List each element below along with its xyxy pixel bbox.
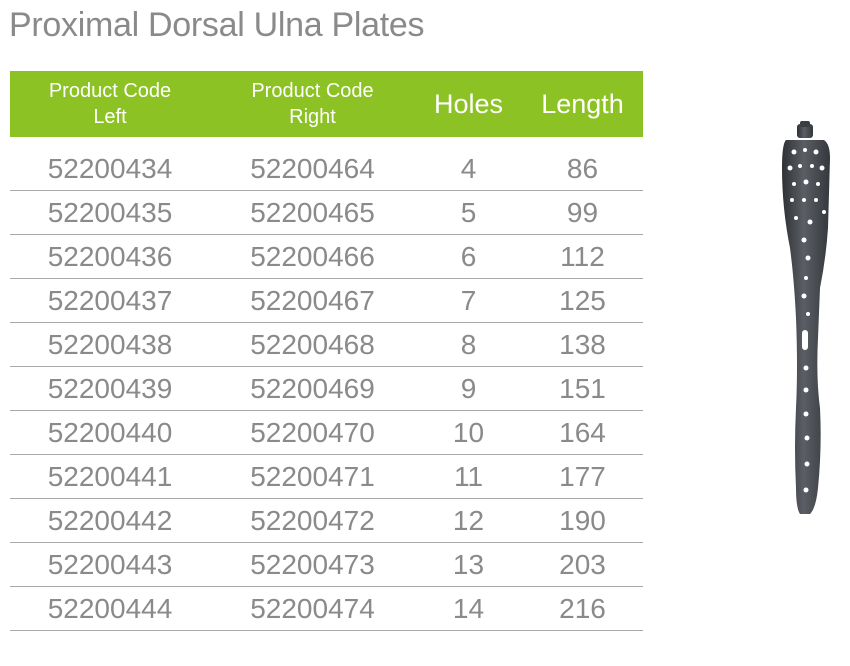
cell-right: 52200471 bbox=[210, 454, 415, 499]
table-row: 52200444 52200474 14 216 bbox=[10, 586, 643, 631]
cell-holes: 4 bbox=[415, 147, 522, 191]
cell-right: 52200474 bbox=[210, 586, 415, 631]
cell-length: 190 bbox=[522, 498, 643, 543]
cell-holes: 8 bbox=[415, 322, 522, 367]
table-row: 52200437 52200467 7 125 bbox=[10, 278, 643, 323]
cell-right: 52200472 bbox=[210, 498, 415, 543]
cell-right: 52200466 bbox=[210, 234, 415, 279]
table-header-row: Product Code Left Product Code Right Hol… bbox=[10, 71, 643, 137]
table-row: 52200443 52200473 13 203 bbox=[10, 542, 643, 587]
cell-holes: 14 bbox=[415, 586, 522, 631]
table-spacer bbox=[10, 137, 643, 147]
table-row: 52200435 52200465 5 99 bbox=[10, 190, 643, 235]
header-product-code-right: Product Code Right bbox=[210, 71, 415, 137]
header-holes: Holes bbox=[415, 71, 522, 137]
cell-right: 52200469 bbox=[210, 366, 415, 411]
cell-holes: 13 bbox=[415, 542, 522, 587]
cell-holes: 12 bbox=[415, 498, 522, 543]
table-row: 52200441 52200471 11 177 bbox=[10, 454, 643, 499]
table-row: 52200434 52200464 4 86 bbox=[10, 147, 643, 191]
table-row: 52200440 52200470 10 164 bbox=[10, 410, 643, 455]
cell-right: 52200465 bbox=[210, 190, 415, 235]
cell-length: 138 bbox=[522, 322, 643, 367]
cell-length: 177 bbox=[522, 454, 643, 499]
header-right-line1: Product Code bbox=[251, 80, 374, 102]
table-row: 52200436 52200466 6 112 bbox=[10, 234, 643, 279]
cell-length: 125 bbox=[522, 278, 643, 323]
cell-holes: 10 bbox=[415, 410, 522, 455]
cell-left: 52200435 bbox=[10, 190, 210, 235]
cell-holes: 9 bbox=[415, 366, 522, 411]
cell-right: 52200464 bbox=[210, 147, 415, 191]
cell-holes: 7 bbox=[415, 278, 522, 323]
cell-length: 86 bbox=[522, 147, 643, 191]
table-row: 52200442 52200472 12 190 bbox=[10, 498, 643, 543]
cell-length: 151 bbox=[522, 366, 643, 411]
header-product-code-left: Product Code Left bbox=[10, 71, 210, 137]
page-title: Proximal Dorsal Ulna Plates bbox=[9, 6, 425, 44]
cell-right: 52200470 bbox=[210, 410, 415, 455]
product-table: Product Code Left Product Code Right Hol… bbox=[10, 71, 643, 631]
cell-length: 203 bbox=[522, 542, 643, 587]
header-left-line1: Product Code bbox=[48, 80, 172, 102]
cell-left: 52200443 bbox=[10, 542, 210, 587]
header-left-line2: Left bbox=[93, 106, 127, 128]
plate-icon bbox=[782, 121, 830, 514]
cell-left: 52200437 bbox=[10, 278, 210, 323]
cell-left: 52200442 bbox=[10, 498, 210, 543]
table-body: 52200434 52200464 4 86 52200435 52200465 5 99 52… bbox=[10, 137, 643, 631]
header-length: Length bbox=[522, 71, 643, 137]
cell-left: 52200436 bbox=[10, 234, 210, 279]
cell-right: 52200473 bbox=[210, 542, 415, 587]
cell-right: 52200467 bbox=[210, 278, 415, 323]
cell-holes: 5 bbox=[415, 190, 522, 235]
cell-left: 52200444 bbox=[10, 586, 210, 631]
cell-left: 52200441 bbox=[10, 454, 210, 499]
cell-holes: 6 bbox=[415, 234, 522, 279]
header-right-line2: Right bbox=[289, 106, 336, 128]
cell-left: 52200440 bbox=[10, 410, 210, 455]
cell-length: 216 bbox=[522, 586, 643, 631]
cell-left: 52200438 bbox=[10, 322, 210, 367]
cell-right: 52200468 bbox=[210, 322, 415, 367]
cell-length: 164 bbox=[522, 410, 643, 455]
table-row: 52200438 52200468 8 138 bbox=[10, 322, 643, 367]
cell-left: 52200434 bbox=[10, 147, 210, 191]
cell-left: 52200439 bbox=[10, 366, 210, 411]
cell-length: 99 bbox=[522, 190, 643, 235]
table-row: 52200439 52200469 9 151 bbox=[10, 366, 643, 411]
cell-length: 112 bbox=[522, 234, 643, 279]
cell-holes: 11 bbox=[415, 454, 522, 499]
